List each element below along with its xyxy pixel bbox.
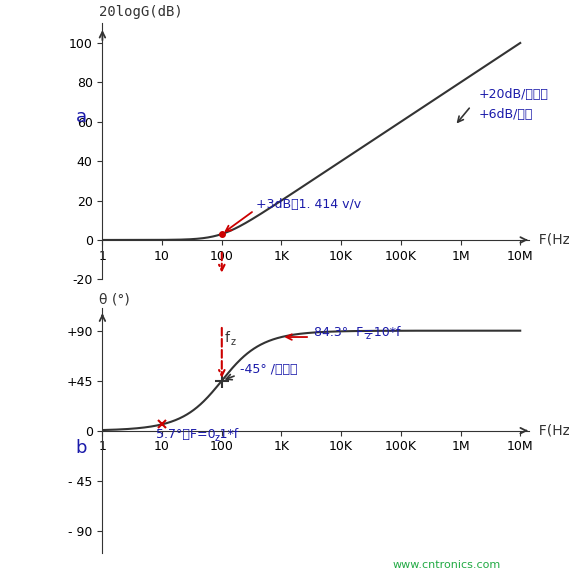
Text: F(Hz): F(Hz) <box>530 233 569 247</box>
Text: -45° /十倍频: -45° /十倍频 <box>240 363 297 376</box>
Text: www.cntronics.com: www.cntronics.com <box>393 560 501 570</box>
Text: +3dB＝1. 414 v/v: +3dB＝1. 414 v/v <box>257 198 361 211</box>
Text: +6dB/倍频: +6dB/倍频 <box>479 108 533 121</box>
Text: 84.3°  F=10*f: 84.3° F=10*f <box>314 326 401 339</box>
Text: F(Hz): F(Hz) <box>530 424 569 438</box>
Text: +20dB/十倍频: +20dB/十倍频 <box>479 88 549 101</box>
Text: z: z <box>230 337 235 347</box>
Text: f: f <box>225 331 230 345</box>
Text: z: z <box>366 331 371 341</box>
Text: b: b <box>76 439 87 457</box>
Text: a: a <box>76 108 87 126</box>
Text: 5.7°，F=0.1*f: 5.7°，F=0.1*f <box>156 428 238 441</box>
Text: 20logG(dB): 20logG(dB) <box>100 5 183 19</box>
Text: θ (°): θ (°) <box>100 292 130 306</box>
Text: z: z <box>215 433 220 443</box>
